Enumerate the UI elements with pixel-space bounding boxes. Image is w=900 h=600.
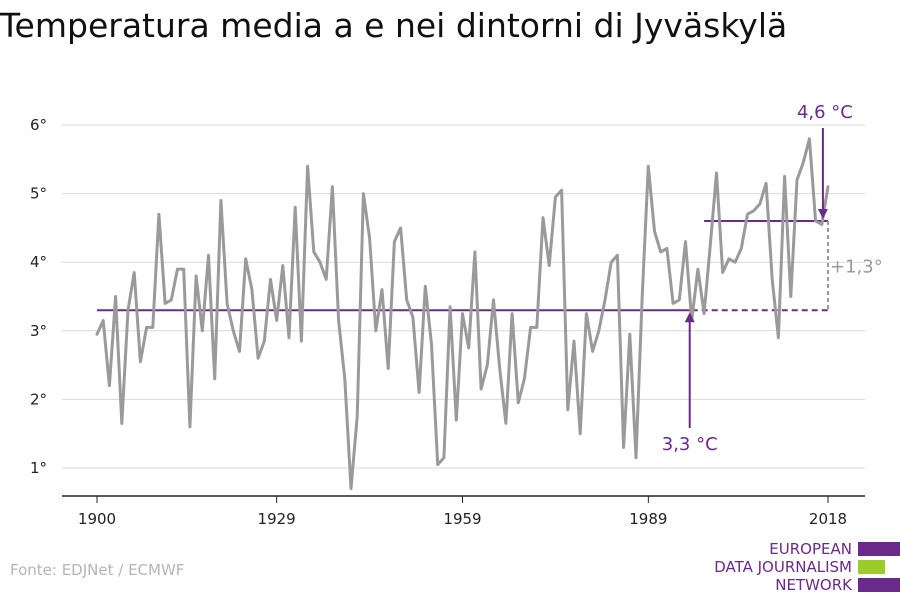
x-tick-label: 1959 (443, 510, 481, 528)
y-tick-label: 5° (30, 185, 47, 203)
y-tick-label: 3° (30, 322, 47, 340)
annotation-difference: +1,3° (830, 257, 883, 278)
arrowhead-new-mean (817, 208, 828, 219)
y-tick-label: 4° (30, 253, 47, 271)
brand-bar-purple-top (858, 542, 900, 556)
annotation-old-mean: 3,3 °C (662, 434, 718, 455)
y-axis-ticks: 1° 2° 3° 4° 5° 6° (30, 116, 47, 477)
source-note: Fonte: EDJNet / ECMWF (10, 561, 185, 579)
brand-line-2: DATA JOURNALISM (714, 558, 852, 576)
annotation-new-mean: 4,6 °C (797, 102, 853, 123)
x-tick-label: 1989 (629, 510, 667, 528)
edjnet-logo: EUROPEAN DATA JOURNALISM NETWORK (700, 538, 900, 598)
brand-line-3: NETWORK (775, 576, 852, 594)
chart-title: Temperatura media a e nei dintorni di Jy… (0, 6, 788, 45)
series-line-0 (95, 137, 830, 491)
grid (62, 124, 865, 469)
x-tick-label: 1900 (78, 510, 116, 528)
brand-line-1: EUROPEAN (769, 540, 852, 558)
y-tick-label: 1° (30, 459, 47, 477)
brand-bar-purple-bottom (858, 578, 900, 592)
x-tick-label: 2018 (809, 510, 847, 528)
arrowhead-old-mean (684, 312, 695, 323)
x-axis: 1900 1929 1959 1989 2018 (62, 495, 865, 528)
series-group (95, 137, 830, 491)
x-tick-label: 1929 (258, 510, 296, 528)
y-tick-label: 6° (30, 116, 47, 134)
annotations: 4,6 °C 3,3 °C +1,3° (662, 102, 883, 455)
brand-bar-green (858, 560, 885, 574)
y-tick-label: 2° (30, 390, 47, 408)
